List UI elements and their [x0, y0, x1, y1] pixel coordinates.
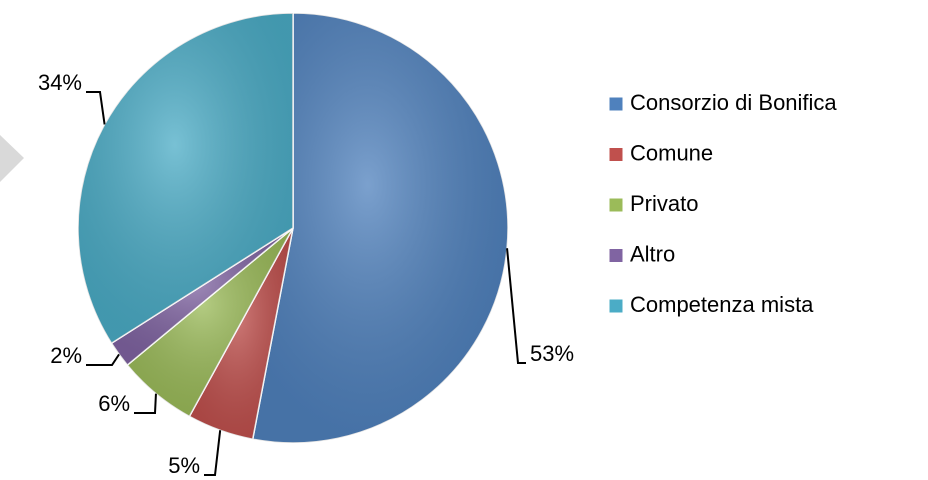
slice-shade: [111, 228, 293, 366]
legend-label: Privato: [630, 191, 698, 216]
pie: 53% 5% 6% 2% 34%: [38, 12, 574, 478]
data-label: 2%: [50, 343, 82, 368]
leader-line: [506, 248, 526, 364]
data-label: 5%: [168, 453, 200, 478]
slice-shade: [78, 13, 293, 344]
leader-line: [204, 430, 222, 476]
legend-swatch: [608, 147, 624, 162]
data-label: 6%: [98, 391, 130, 416]
decoration: [0, 135, 24, 182]
slice-shade: [127, 228, 293, 417]
legend-swatch: [608, 197, 624, 213]
leader-line: [86, 353, 120, 366]
leader-line: [86, 91, 106, 125]
legend-swatch: [608, 96, 624, 112]
legend-label: Altro: [630, 241, 675, 266]
legend-swatch: [608, 298, 624, 314]
legend-label: Competenza mista: [630, 292, 814, 317]
slice-shade: [189, 228, 293, 440]
data-label: 53%: [530, 341, 574, 366]
legend: Consorzio di Bonifica Comune Privato Altro C…: [608, 90, 837, 317]
data-label: 34%: [38, 70, 82, 95]
leader-line: [134, 393, 157, 414]
legend-label: Comune: [630, 140, 713, 165]
legend-label: Consorzio di Bonifica: [630, 90, 837, 115]
legend-swatch: [608, 248, 624, 263]
slice-shade: [252, 13, 508, 443]
